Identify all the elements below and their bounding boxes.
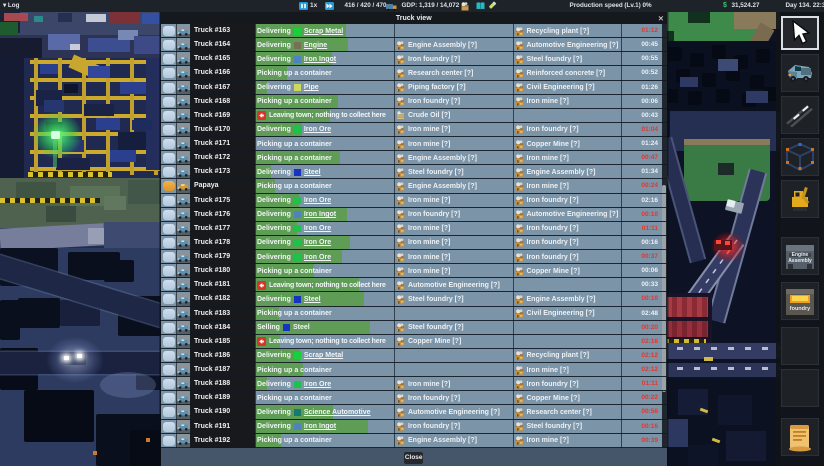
svg-text:Assembly: Assembly — [788, 258, 812, 264]
svg-text:Engine: Engine — [792, 252, 809, 258]
svg-text:foundry: foundry — [790, 306, 811, 312]
